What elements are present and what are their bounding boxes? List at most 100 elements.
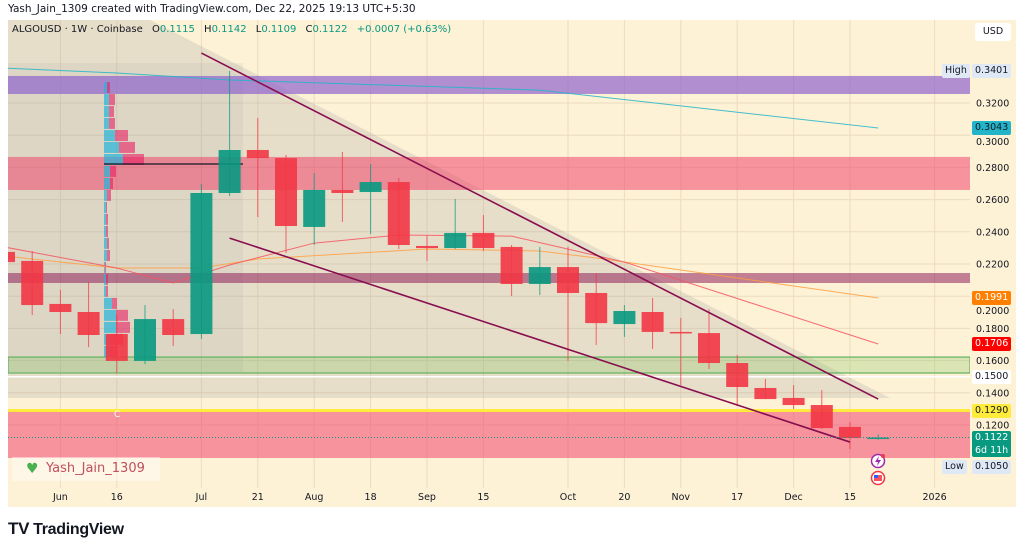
candle-up — [303, 189, 326, 227]
volume-profile-up — [104, 321, 116, 333]
currency-button[interactable]: USD — [975, 23, 1011, 41]
price-axis-label: 0.1500 — [972, 369, 1012, 384]
candle-down — [331, 189, 354, 193]
volume-profile-up — [104, 141, 119, 153]
y-tick-label: 0.3200 — [976, 99, 1009, 110]
x-tick-label: 2026 — [923, 492, 947, 503]
moving-average-line — [8, 248, 879, 299]
y-tick-label: 0.2600 — [976, 195, 1009, 206]
volume-profile-down — [109, 106, 114, 118]
wedge-pattern-fill — [8, 20, 890, 398]
price-extreme-tag: Low — [942, 460, 967, 474]
candle-up — [867, 437, 890, 440]
author-watermark: Yash_Jain_1309 — [12, 457, 160, 481]
volume-profile-up — [104, 201, 106, 213]
price-zone — [8, 75, 970, 94]
y-tick-label: 0.2400 — [976, 227, 1009, 238]
volume-profile-up — [104, 273, 106, 285]
change-value: +0.0007 (+0.63%) — [356, 24, 452, 35]
price-axis-value: 0.3043 — [975, 122, 1009, 134]
y-tick-label: 0.2000 — [976, 306, 1009, 317]
y-tick-label: 0.1800 — [976, 324, 1009, 335]
x-tick-label: Jul — [195, 492, 207, 503]
volume-profile-down — [107, 82, 110, 94]
candle-down — [387, 182, 410, 246]
volume-profile-up — [104, 177, 110, 189]
low-value: 0.1109 — [261, 24, 297, 35]
candle-up — [134, 319, 156, 361]
candle-up — [528, 267, 551, 284]
event-dot — [881, 454, 885, 458]
volume-profile-down — [109, 117, 115, 129]
x-tick-label: Nov — [672, 492, 691, 503]
candle-up — [444, 232, 467, 249]
high-value: 0.1142 — [211, 24, 247, 35]
candle-down — [557, 267, 579, 293]
symbol-info[interactable]: ALGOUSD · 1W · Coinbase — [12, 24, 143, 35]
x-tick-label: Jun — [52, 492, 68, 503]
open-value: 0.1115 — [159, 24, 195, 35]
candle-down — [782, 397, 805, 406]
volume-profile-down — [106, 285, 108, 297]
candle-down — [21, 260, 44, 306]
volume-profile-down — [110, 177, 113, 189]
candle-down — [641, 311, 664, 332]
price-axis-label: 0.3043 — [972, 121, 1012, 136]
volume-profile-down — [107, 237, 109, 249]
tradingview-logo[interactable]: TV TradingView — [8, 519, 124, 539]
pattern-label: C — [114, 410, 121, 420]
volume-profile-down — [106, 273, 108, 285]
x-tick-label: 21 — [252, 492, 264, 503]
volume-profile-down — [106, 213, 108, 225]
x-tick-label: Aug — [305, 492, 324, 503]
price-axis-label: 0.3401 — [972, 63, 1012, 78]
close-label: C — [305, 24, 313, 35]
trendline — [229, 237, 851, 443]
price-axis-value: 0.1050 — [975, 461, 1009, 472]
volume-profile-down — [110, 165, 116, 177]
candle-down — [585, 292, 608, 324]
volume-profile-down — [106, 201, 107, 213]
y-tick-label: 0.3000 — [976, 137, 1009, 148]
candle-down — [105, 334, 128, 361]
price-axis-label: 0.1050 — [972, 460, 1012, 474]
volume-profile-up — [104, 285, 106, 297]
price-axis-value: 0.1500 — [975, 370, 1009, 382]
high-label: H — [204, 24, 212, 35]
volume-profile-up — [104, 261, 105, 273]
candle-up — [218, 150, 241, 193]
y-tick-label: 0.2800 — [976, 163, 1009, 174]
volume-profile-down — [116, 321, 130, 333]
volume-profile-up — [104, 130, 115, 142]
volume-profile-down — [109, 94, 115, 106]
y-tick-label: 0.1200 — [976, 421, 1009, 432]
tradingview-logo-mark: TV — [8, 519, 30, 538]
candle-down — [669, 331, 692, 334]
volume-profile-up — [104, 117, 109, 129]
volume-profile-down — [112, 297, 117, 309]
volume-profile-up — [104, 309, 116, 321]
price-axis-value: 0.1122 — [975, 431, 1009, 443]
us-flag-event-icon — [870, 470, 886, 486]
x-tick-label: 15 — [477, 492, 489, 503]
x-tick-label: Oct — [560, 492, 577, 503]
volume-profile-up — [104, 82, 107, 94]
volume-profile-down — [107, 189, 111, 201]
close-value: 0.1122 — [312, 24, 348, 35]
low-label: L — [255, 24, 262, 35]
symbol-legend: ALGOUSD · 1W · Coinbase O0.1115 H0.1142 … — [12, 24, 451, 35]
candle-down — [77, 311, 100, 336]
volume-profile-up — [104, 213, 106, 225]
volume-profile-up — [104, 153, 123, 165]
plot-area — [8, 20, 970, 488]
open-label: O — [151, 24, 160, 35]
candle-up — [613, 311, 636, 325]
x-tick-label: Sep — [418, 492, 436, 503]
price-axis-value: 0.1991 — [975, 291, 1009, 303]
price-extreme-tag: High — [942, 63, 970, 78]
x-tick-label: 17 — [731, 492, 743, 503]
volume-profile-up — [104, 225, 106, 237]
y-tick-label: 0.2200 — [976, 260, 1009, 271]
candle-down — [500, 246, 523, 284]
